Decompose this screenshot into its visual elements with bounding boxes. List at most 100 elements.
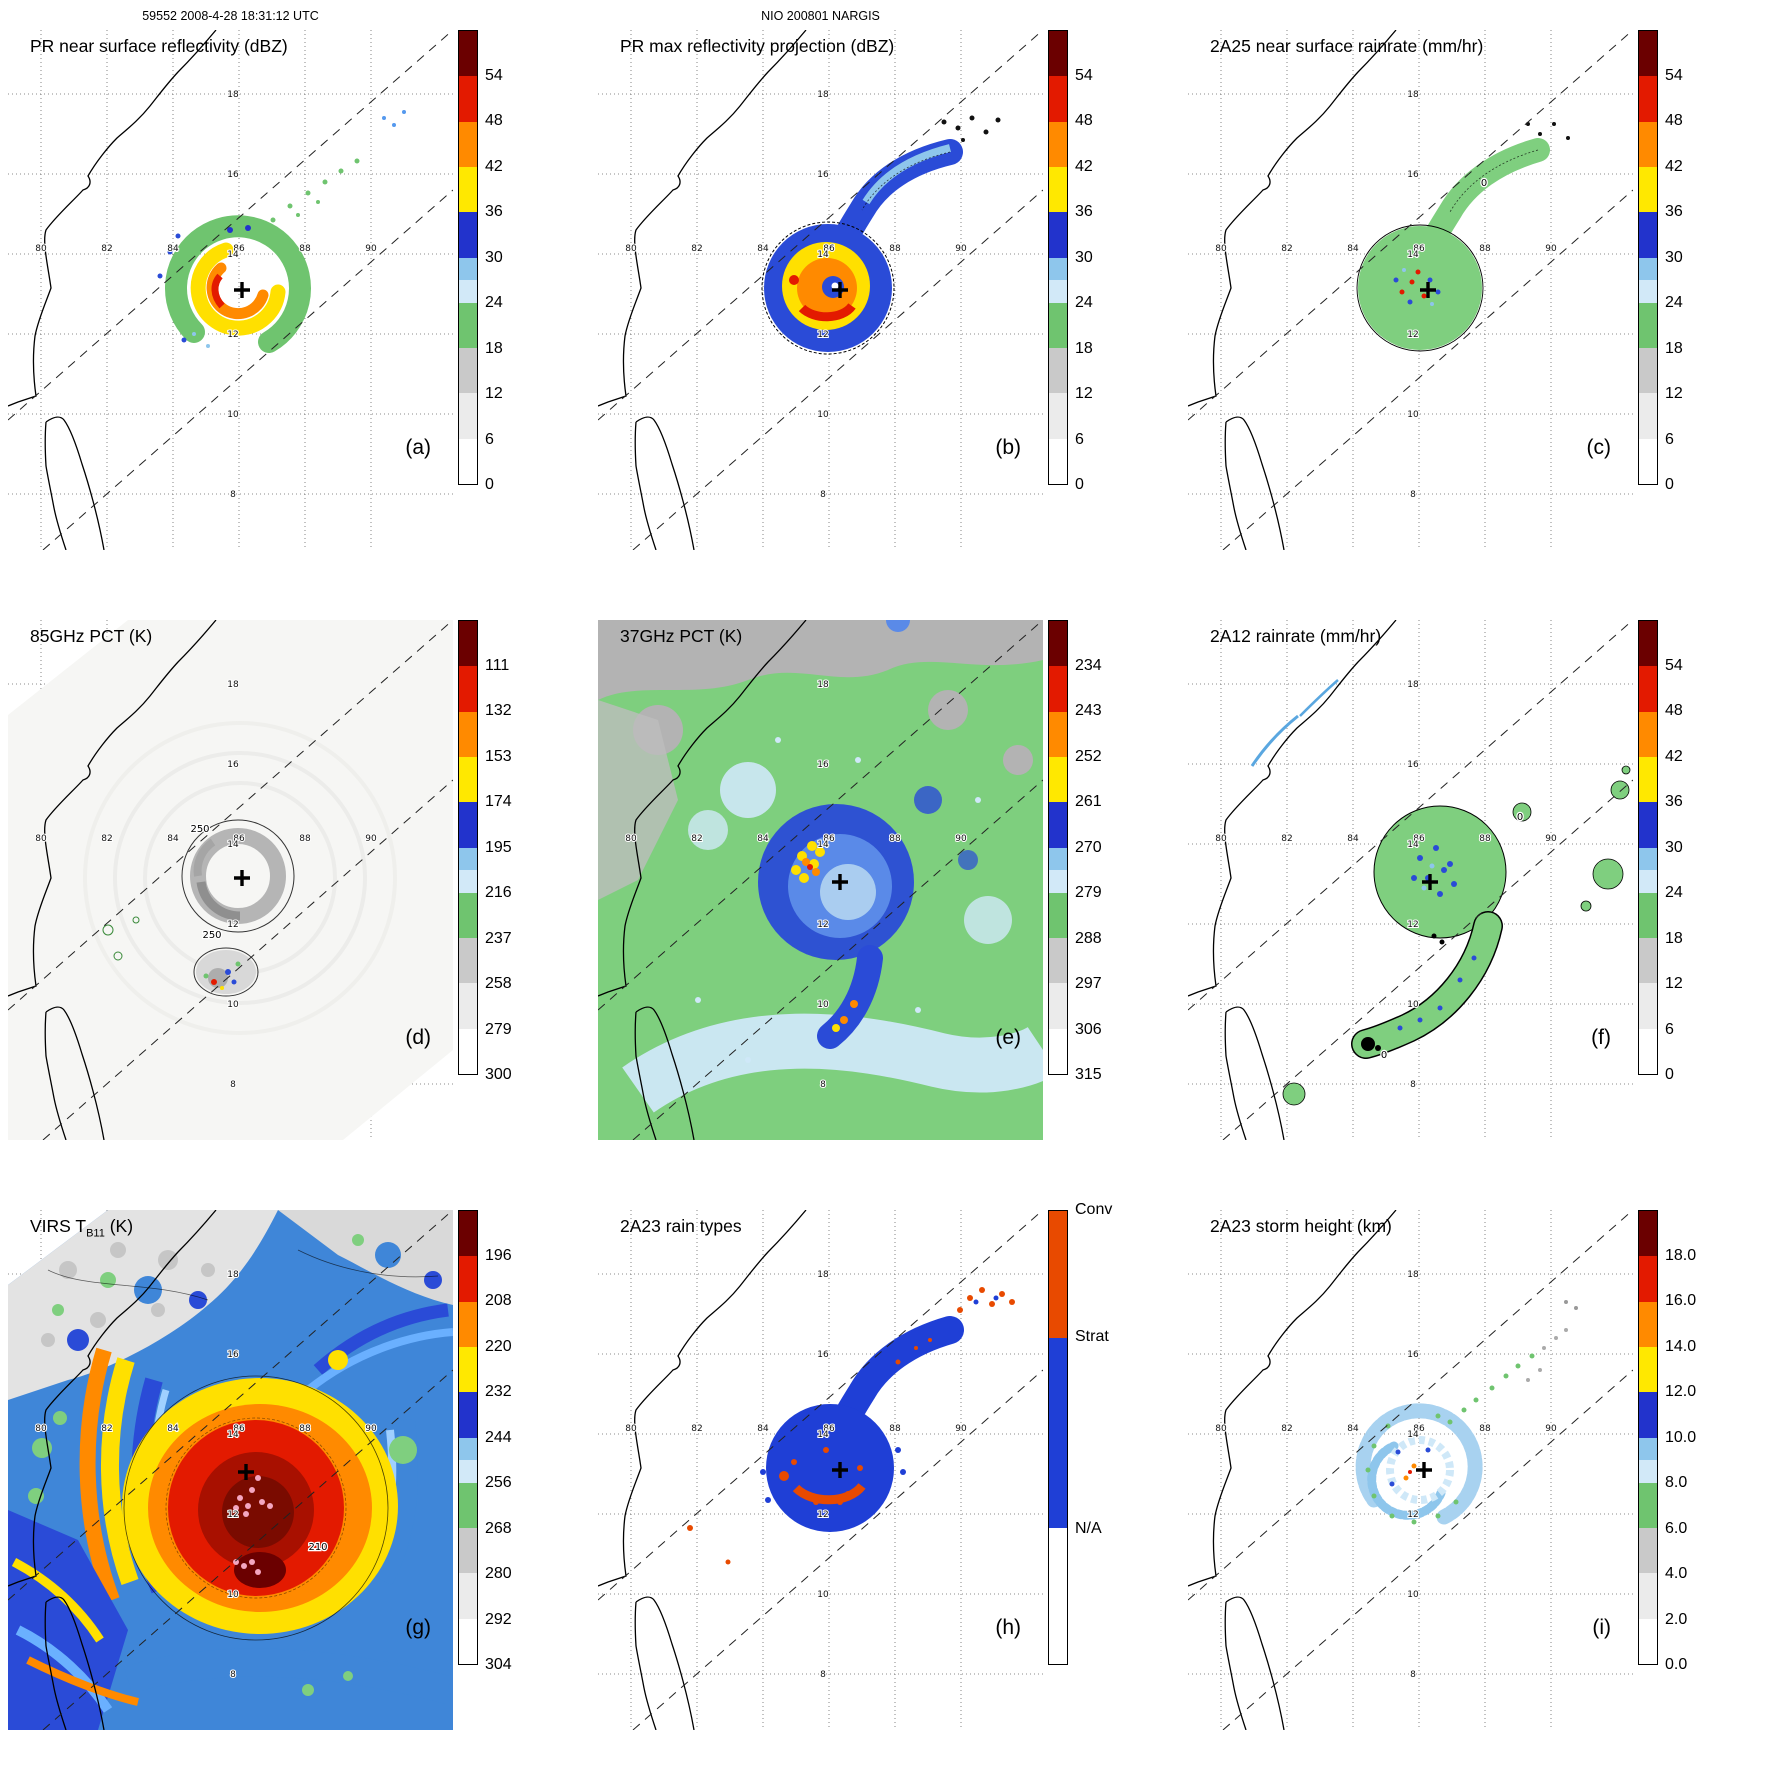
colorbar-segment [459,1460,477,1483]
colorbar-segment [1639,212,1657,258]
panel-title: PR near surface reflectivity (dBZ) [30,36,288,56]
colorbar-tick-label: 6.0 [1665,1519,1688,1537]
colorbar-segment [1049,31,1067,77]
colorbar-tick-label: 6 [1075,430,1084,448]
colorbar-segment [1639,393,1657,439]
colorbar-segment [459,756,477,803]
colorbar-segment [459,166,477,213]
colorbar-segment [1639,348,1657,394]
max-reflectivity-field [761,115,1001,355]
panel-letter: (g) [405,1616,431,1639]
contour-label: 0 [1481,178,1487,189]
colorbar-segment [1049,1211,1067,1338]
colorbar-b: 0 6 12 18 24 30 36 42 48 54 [1048,30,1138,493]
colorbar-tick-label: 195 [485,838,512,856]
colorbar-tick-label: 174 [485,793,512,810]
colorbar-segment [459,1028,477,1074]
colorbar-tick-label: 132 [485,702,512,719]
map-canvas-e [598,620,1043,1140]
colorbar-segment [459,1482,477,1529]
colorbar-tick-label: 18.0 [1665,1246,1697,1264]
colorbar-segment [1049,1028,1067,1074]
colorbar-segment [1639,756,1657,803]
colorbar-tick-label: 24 [1075,294,1093,311]
storm-height-field [1355,1300,1578,1525]
reflectivity-field [157,110,406,353]
colorbar-segment [1049,938,1067,984]
colorbar-tick-label: 220 [485,1337,512,1355]
colorbar-segment [1639,1211,1657,1257]
colorbar-e: 315 306 297 288 279 270 261 252 243 234 [1048,620,1138,1083]
colorbar-tick-label: 292 [485,1610,512,1628]
colorbar-tick-label: 268 [485,1519,512,1537]
colorbar-segment [1639,847,1657,871]
colorbar-tick-label: 54 [1075,66,1093,84]
colorbar-segment [459,393,477,439]
colorbar-segment [1639,938,1657,984]
colorbar-tick-label: 315 [1075,1066,1102,1083]
colorbar-segment [1639,302,1657,349]
colorbar-tick-label: 0 [485,476,494,493]
colorbar-segment [1049,1337,1067,1529]
colorbar-segment [1049,280,1067,303]
colorbar-tick-label: 6 [1665,430,1674,448]
colorbar-segment [1639,1346,1657,1393]
colorbar-d: 300 279 258 237 216 195 174 153 132 111 [458,620,548,1083]
colorbar-bar [458,1210,478,1665]
map-canvas-h [598,1210,1043,1730]
colorbar-segment [1639,1392,1657,1438]
colorbar-tick-label: 18 [1665,929,1683,947]
colorbar-segment [1049,121,1067,167]
colorbar-tick-label: 12 [1075,385,1093,402]
colorbar-segment [459,1211,477,1257]
pct37-field [598,620,1043,1140]
panel-title-text: VIRS T [30,1216,87,1236]
colorbar-segment [1639,1301,1657,1347]
colorbar-segment [459,983,477,1029]
colorbar-tick-label: 261 [1075,793,1102,810]
colorbar-bar [1048,620,1068,1075]
colorbar-segment [1639,666,1657,712]
colorbar-segment [1049,983,1067,1029]
colorbar-tick-label: 279 [485,1020,512,1038]
colorbar-segment [1639,1618,1657,1664]
colorbar-tick-label: Conv [1075,1201,1113,1218]
storm-header: NIO 200801 NARGIS [761,9,880,23]
colorbar-segment [459,302,477,349]
colorbar-segment [1639,802,1657,848]
colorbar-segment [1049,847,1067,871]
overpass-header: 59552 2008-4-28 18:31:12 UTC [142,9,319,23]
colorbar-tick-label: 4.0 [1665,1565,1688,1582]
colorbar-tick-label: 54 [485,66,503,84]
map-g: 210 VIRS TB11 (K) (g) [8,1210,453,1730]
colorbar-tick-label: 18 [485,339,503,357]
colorbar-tick-label: 0 [1665,476,1674,493]
colorbar-segment [459,1528,477,1574]
contour-label: 0 [1517,812,1523,823]
map-h: 2A23 rain types (h) [598,1210,1043,1730]
colorbar-segment [459,711,477,757]
panel-e: 37GHz PCT (K) (e) 315 306 297 288 279 270 261 2… [590,590,1180,1180]
ir-temperature-field [8,1210,453,1730]
colorbar-segment [1639,166,1657,213]
colorbar-segment [459,212,477,258]
colorbar-segment [459,1301,477,1347]
colorbar-segment [1049,621,1067,667]
panel-title: 2A25 near surface rainrate (mm/hr) [1210,36,1484,56]
colorbar-tick-label: 12.0 [1665,1383,1697,1400]
colorbar-a: 0 6 12 18 24 30 36 42 48 54 [458,30,548,493]
colorbar-tick-label: 42 [485,157,503,175]
colorbar-segment [1639,438,1657,484]
map-d: 250 250 85GHz PCT (K) (d) [8,620,453,1140]
panel-letter: (c) [1586,436,1612,459]
colorbar-segment [1049,257,1067,281]
contour-label: 250 [190,824,209,835]
colorbar-tick-label: 12 [485,385,503,402]
map-canvas-i [1188,1210,1633,1730]
colorbar-tick-label: 6 [1665,1020,1674,1038]
colorbar-tick-label: 48 [1665,112,1683,129]
colorbar-tick-label: 0 [1075,476,1084,493]
colorbar-segment [1639,76,1657,122]
colorbar-tick-label: 42 [1075,157,1093,175]
